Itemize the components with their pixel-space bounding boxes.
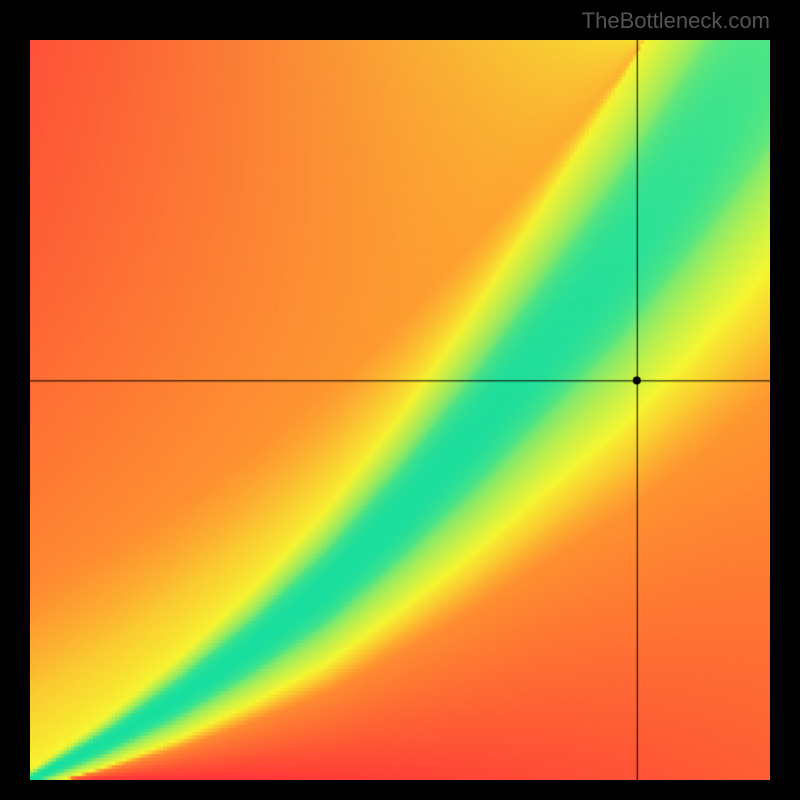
- chart-container: { "watermark": { "text": "TheBottleneck.…: [0, 0, 800, 800]
- bottleneck-heatmap: [30, 40, 770, 780]
- watermark-text: TheBottleneck.com: [582, 8, 770, 34]
